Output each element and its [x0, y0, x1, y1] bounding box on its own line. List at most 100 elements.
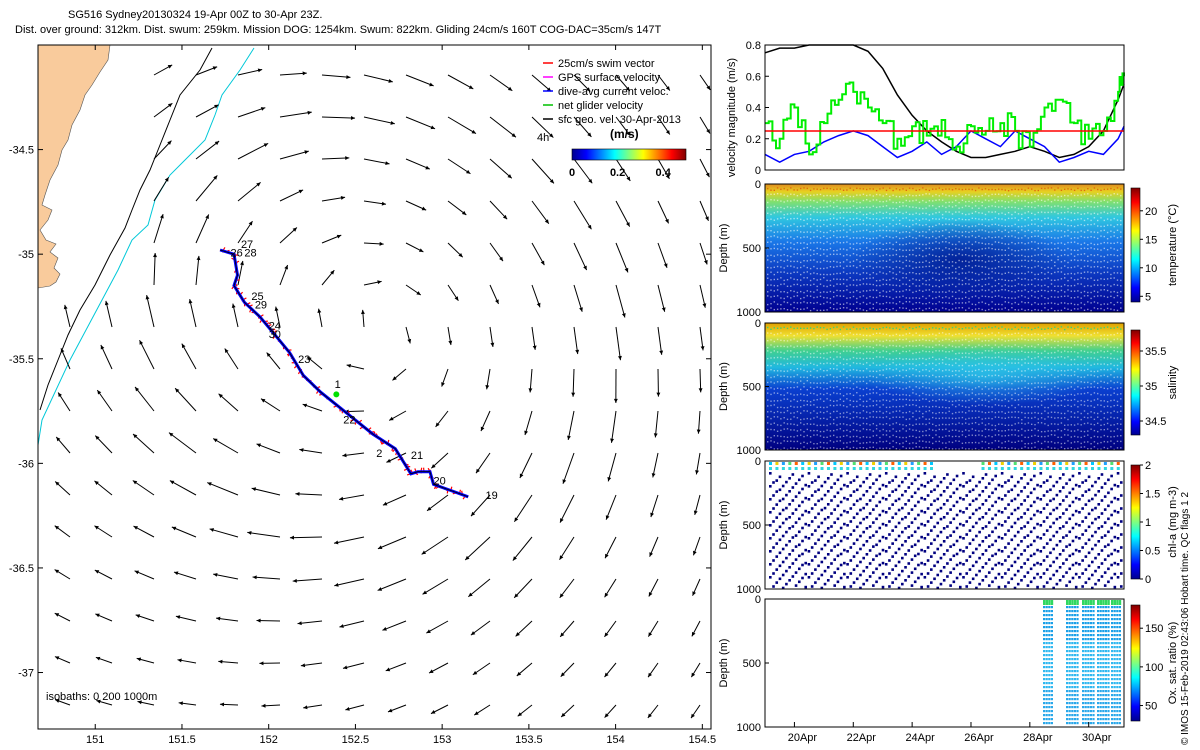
profile-sample-dot — [928, 441, 931, 443]
profile-sample-dot — [829, 218, 832, 220]
profile-sample-dot — [892, 394, 894, 396]
profile-sample-dot — [955, 261, 957, 264]
current-vector-head — [549, 133, 554, 138]
profile-sample-dot — [948, 188, 950, 190]
profile-sample-dot — [941, 265, 944, 267]
profile-sample-dot — [1070, 447, 1072, 449]
profile-sample-dot — [1011, 266, 1013, 268]
profile-sample-dot — [1113, 254, 1115, 256]
profile-sample-dot — [800, 376, 802, 378]
temperature-cold-core — [850, 220, 1070, 300]
profile-sample-dot — [899, 370, 901, 372]
profile-sample-dot — [889, 358, 891, 360]
profile-sample-dot — [951, 326, 954, 329]
profile-sample-dot — [852, 429, 855, 431]
profile-sample-dot — [951, 223, 954, 225]
profile-sample-dot — [1014, 423, 1016, 425]
profile-sample-dot — [836, 424, 838, 426]
profile-sample-dot — [793, 290, 795, 293]
profile-sample-dot — [1040, 412, 1043, 415]
profile-sample-dot — [816, 424, 818, 427]
current-vector — [96, 389, 113, 412]
profile-sample-dot — [869, 302, 871, 304]
profile-sample-dot — [928, 219, 931, 221]
profile-sample-dot — [839, 436, 841, 438]
profile-sample-dot — [793, 301, 795, 304]
profile-sample-dot — [1050, 392, 1053, 394]
profile-sample-dot — [922, 392, 924, 395]
profile-sample-dot — [823, 447, 825, 449]
profile-sample-dot — [889, 376, 891, 378]
profile-sample-dot — [971, 289, 973, 292]
profile-sample-dot — [945, 346, 947, 349]
profile-sample-dot — [958, 340, 960, 342]
current-vector-head — [153, 252, 157, 258]
profile-sample-dot — [925, 255, 927, 257]
current-vector — [657, 326, 663, 355]
profile-sample-dot — [974, 225, 977, 227]
profile-sample-dot — [852, 351, 855, 353]
profile-sample-dot — [806, 442, 808, 445]
current-vector-head — [604, 632, 609, 637]
profile-sample-dot — [803, 423, 805, 426]
profile-sample-dot — [1040, 309, 1043, 312]
profile-sample-dot — [786, 218, 789, 221]
profile-sample-dot — [895, 374, 898, 377]
profile-sample-dot — [889, 430, 891, 432]
current-vector — [405, 158, 431, 170]
profile-sample-dot — [1027, 442, 1030, 445]
profile-sample-dot — [988, 211, 990, 213]
profile-sample-dot — [773, 404, 775, 406]
profile-sample-dot — [803, 364, 805, 366]
profile-sample-dot — [846, 328, 848, 330]
profile-sample-dot — [938, 230, 940, 233]
profile-sample-dot — [1060, 374, 1063, 376]
profile-sample-dot — [1106, 271, 1109, 273]
profile-sample-dot — [1103, 205, 1105, 208]
current-vector-head — [625, 86, 630, 92]
profile-sample-dot — [938, 256, 940, 258]
profile-sample-dot — [875, 424, 878, 427]
profile-sample-dot — [1077, 224, 1079, 227]
profile-sample-dot — [1007, 411, 1010, 413]
profile-sample-dot — [842, 295, 845, 297]
profile-sample-dot — [872, 289, 874, 291]
profile-sample-dot — [915, 262, 917, 264]
profile-sample-dot — [1067, 440, 1069, 442]
profile-sample-dot — [1106, 278, 1109, 280]
profile-sample-dot — [1116, 309, 1119, 312]
profile-sample-dot — [1110, 254, 1112, 256]
profile-sample-dot — [783, 440, 785, 442]
profile-sample-dot — [885, 364, 888, 367]
profile-sample-dot — [961, 344, 964, 346]
profile-sample-dot — [978, 344, 980, 346]
current-vector-head — [617, 355, 622, 361]
profile-sample-dot — [1031, 219, 1033, 221]
profile-sample-dot — [1021, 278, 1023, 280]
profile-sample-dot — [1064, 265, 1066, 267]
profile-sample-dot — [793, 412, 795, 414]
profile-sample-dot — [866, 213, 868, 215]
current-vector — [363, 158, 390, 165]
profile-sample-dot — [859, 430, 861, 432]
profile-sample-dot — [935, 417, 937, 419]
profile-sample-dot — [932, 218, 934, 220]
profile-sample-dot — [908, 309, 911, 311]
profile-sample-dot — [852, 362, 855, 364]
profile-sample-dot — [988, 429, 990, 431]
profile-sample-dot — [862, 338, 865, 341]
profile-sample-dot — [971, 404, 973, 407]
profile-sample-dot — [1011, 398, 1013, 400]
profile-sample-dot — [945, 237, 947, 239]
profile-sample-dot — [1120, 290, 1122, 293]
profile-sample-dot — [786, 225, 789, 228]
profile-sample-dot — [1054, 310, 1056, 312]
profile-sample-dot — [882, 356, 884, 358]
profile-sample-dot — [1047, 406, 1049, 409]
profile-sample-dot — [806, 284, 808, 286]
profile-sample-dot — [776, 338, 779, 341]
profile-sample-dot — [826, 297, 828, 299]
profile-sample-dot — [968, 247, 970, 249]
profile-sample-dot — [813, 223, 815, 225]
profile-sample-dot — [905, 265, 907, 267]
